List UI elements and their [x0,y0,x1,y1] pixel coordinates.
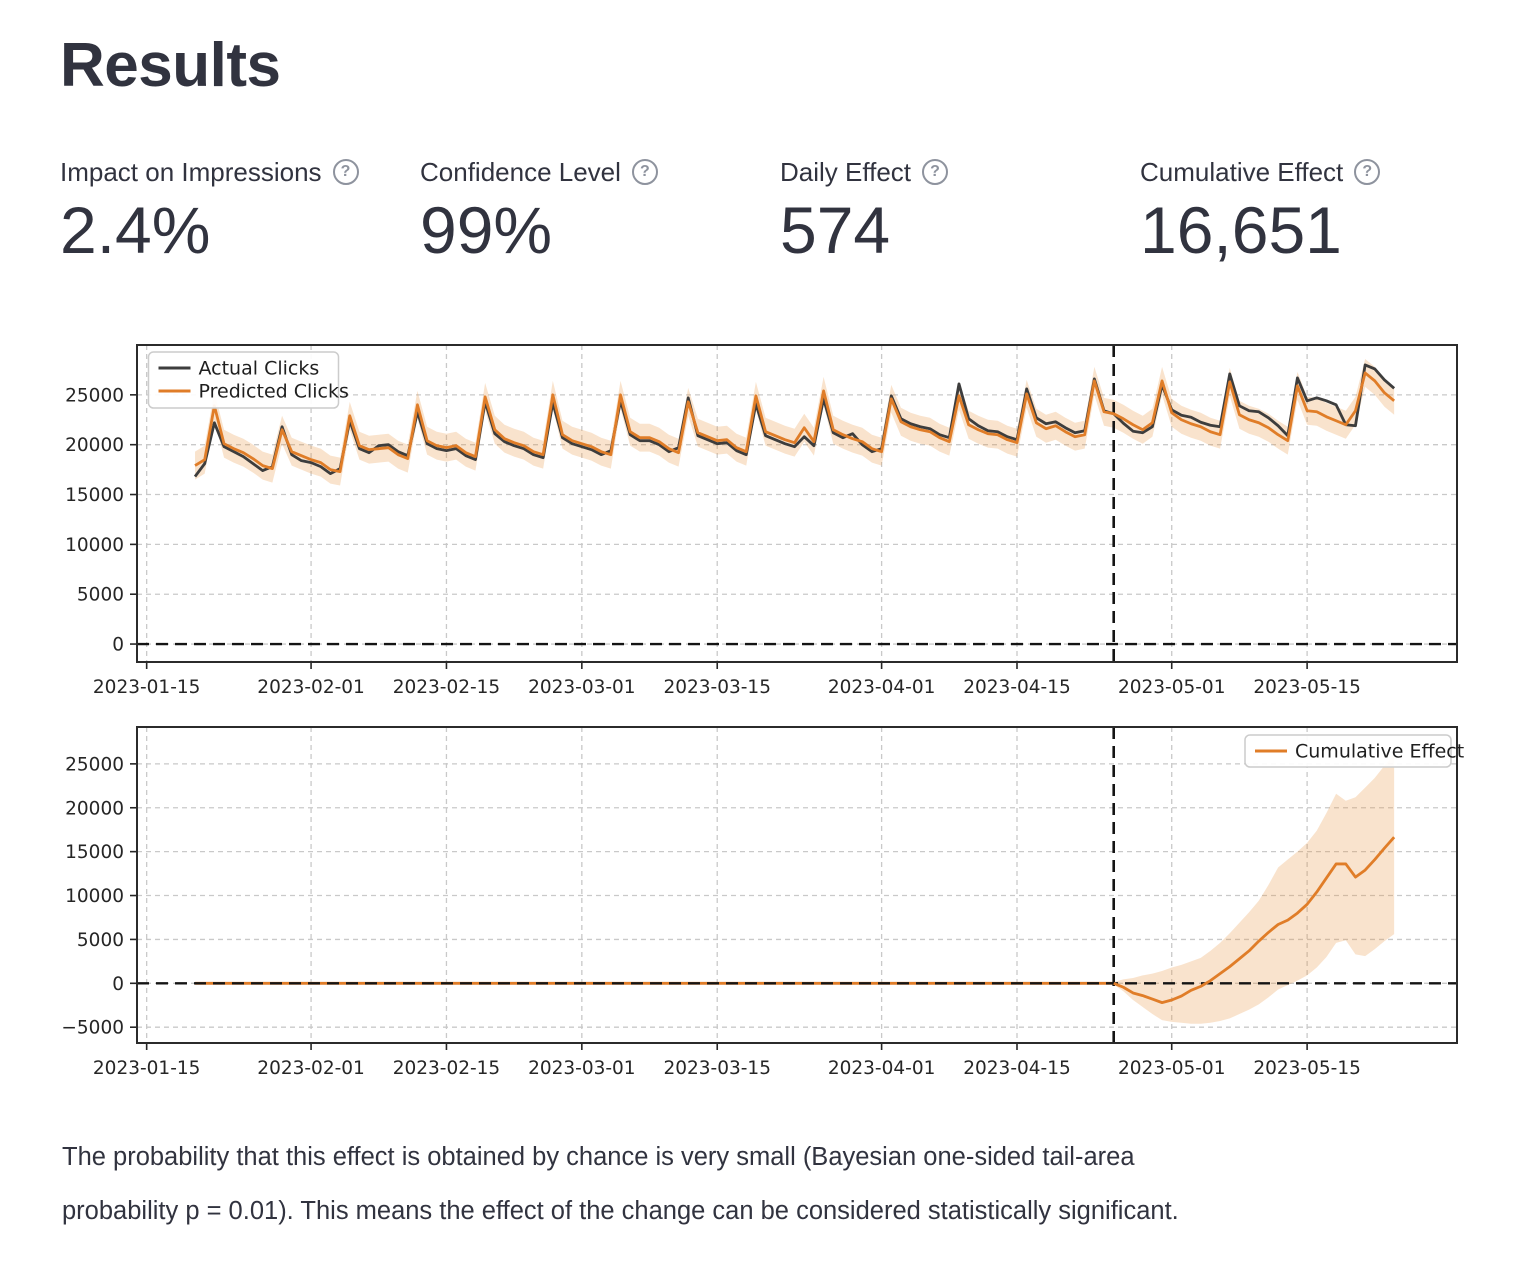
y-tick-label: 0 [112,635,124,656]
metric-label: Daily Effect [780,157,912,187]
y-tick-label: 25000 [65,385,124,406]
cumulative-effect-line [1113,836,1396,1005]
help-icon[interactable]: ? [631,159,658,186]
page-title: Results [60,31,281,100]
y-tick-label: 5000 [77,585,124,606]
help-icon[interactable]: ? [922,159,949,186]
x-tick-label: 2023-04-15 [963,1058,1071,1079]
actual-clicks-line [193,363,1396,478]
legend-box [1244,734,1452,768]
y-tick-label: 20000 [65,798,124,819]
tick-labels: 2023-01-15 2023-02-01 2023-02-15 2023-03-01… [61,754,1360,1079]
tick-marks [130,394,1308,669]
y-tick-label: −5000 [61,1018,124,1039]
x-tick-label: 2023-04-01 [828,1058,936,1079]
tick-labels: 2023-01-15 2023-02-01 2023-02-15 2023-03-01… [65,385,1361,698]
y-tick-label: 10000 [65,535,124,556]
x-tick-label: 2023-02-01 [257,1058,365,1079]
significance-line-1: The probability that this effect is obta… [62,1142,1135,1171]
x-tick-label: 2023-02-01 [257,677,365,698]
x-tick-label: 2023-05-01 [1118,1058,1226,1079]
metric-label: Impact on Impressions [60,157,322,187]
charts-svg: 2023-01-15 2023-02-01 2023-02-15 2023-03-01… [61,344,1464,1079]
metric-label: Cumulative Effect [1140,157,1344,187]
metric-value: 99% [420,192,553,267]
y-tick-label: 20000 [65,435,124,456]
legend-label: Cumulative Effect [1295,741,1464,763]
cumulative-effect-chart: 2023-01-15 2023-02-01 2023-02-15 2023-03-01… [61,726,1464,1079]
actual-vs-predicted-chart: 2023-01-15 2023-02-01 2023-02-15 2023-03-01… [65,344,1458,698]
x-tick-label: 2023-03-01 [528,1058,636,1079]
y-tick-label: 15000 [65,842,124,863]
help-icon[interactable]: ? [332,159,359,186]
metric-value: 2.4% [60,192,211,267]
metric-confidence-level: Confidence Level ? 99% [420,158,780,263]
y-tick-label: 5000 [77,930,124,951]
help-icon[interactable]: ? [1354,159,1381,186]
x-tick-label: 2023-03-15 [663,1058,771,1079]
legend-label: Actual Clicks [199,358,320,380]
legend: Cumulative Effect [1244,734,1464,768]
x-tick-label: 2023-05-15 [1253,1058,1361,1079]
legend-box [147,351,340,409]
x-tick-label: 2023-05-01 [1118,677,1226,698]
y-tick-label: 25000 [65,754,124,775]
legend-label: Predicted Clicks [199,381,349,403]
metric-value: 16,651 [1140,192,1342,267]
x-tick-label: 2023-02-15 [393,1058,501,1079]
x-tick-label: 2023-04-15 [963,677,1071,698]
x-tick-label: 2023-01-15 [93,1058,201,1079]
metric-label: Confidence Level [420,157,621,187]
metric-daily-effect: Daily Effect ? 574 [780,158,1140,263]
x-tick-label: 2023-05-15 [1253,677,1361,698]
significance-text: The probability that this effect is obta… [62,1130,1422,1238]
plot-frame [136,726,1458,1044]
y-tick-label: 15000 [65,485,124,506]
tick-marks [130,763,1308,1050]
x-tick-label: 2023-03-15 [663,677,771,698]
plot-frame [136,344,1458,663]
y-tick-label: 10000 [65,886,124,907]
significance-line-2: probability p = 0.01). This means the ef… [62,1196,1179,1225]
x-tick-label: 2023-01-15 [93,677,201,698]
confidence-band [195,358,1395,486]
confidence-band [1113,755,1395,1024]
x-tick-label: 2023-03-01 [528,677,636,698]
metric-cumulative-effect: Cumulative Effect ? 16,651 [1140,158,1500,263]
y-tick-label: 0 [112,974,124,995]
metrics-row: Impact on Impressions ? 2.4% Confidence … [60,158,1500,263]
x-tick-label: 2023-04-01 [828,677,936,698]
metric-impact-on-impressions: Impact on Impressions ? 2.4% [60,158,420,263]
causal-impact-charts: 2023-01-15 2023-02-01 2023-02-15 2023-03-01… [0,330,1532,1100]
x-tick-label: 2023-02-15 [393,677,501,698]
metric-value: 574 [780,192,891,267]
predicted-clicks-line [194,371,1396,474]
